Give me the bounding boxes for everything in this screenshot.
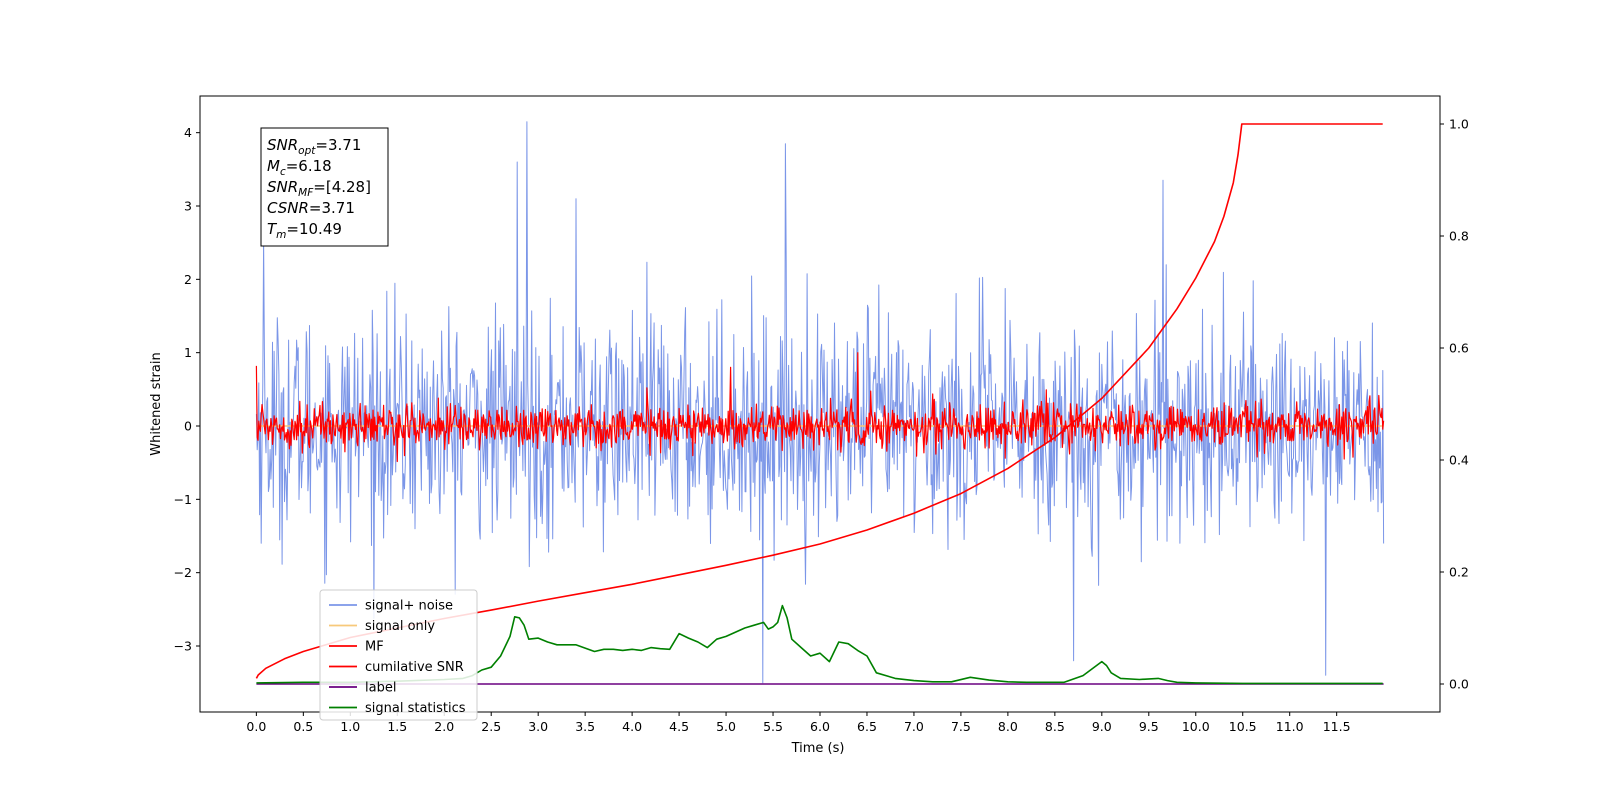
series-line-mf <box>255 352 1385 463</box>
x-axis: 0.0 0.5 1.0 1.5 2.0 2.5 3.0 3.5 4.0 4.5 5.0 5.5 6.0 6… <box>246 712 1351 734</box>
y2-tick-label: 0.8 <box>1449 229 1469 244</box>
y-tick-label: 2 <box>184 272 192 287</box>
y-axis-label: Whitened strain <box>149 352 164 455</box>
y2-tick-label: 0.6 <box>1449 341 1469 356</box>
y-tick-label: 1 <box>184 345 192 360</box>
y2-tick-label: 0.0 <box>1449 677 1469 692</box>
legend-label: signal+ noise <box>365 599 453 614</box>
x-tick-label: 3.0 <box>528 719 548 734</box>
x-tick-label: 0.5 <box>293 719 313 734</box>
x-tick-label: 7.0 <box>904 719 924 734</box>
y-tick-label: −1 <box>174 492 192 507</box>
y2-tick-label: 1.0 <box>1449 117 1469 132</box>
x-tick-label: 7.5 <box>951 719 971 734</box>
x-tick-label: 2.0 <box>434 719 454 734</box>
x-tick-label: 10.0 <box>1182 719 1210 734</box>
x-tick-label: 9.0 <box>1092 719 1112 734</box>
legend-label: signal only <box>365 619 435 634</box>
y-tick-label: −3 <box>174 639 192 654</box>
y2-tick-label: 0.4 <box>1449 453 1469 468</box>
x-tick-label: 9.5 <box>1139 719 1159 734</box>
x-tick-label: 1.0 <box>340 719 360 734</box>
y2-tick-label: 0.2 <box>1449 565 1469 580</box>
y-axis-left: −3 −2 −1 0 1 2 3 4 <box>174 125 200 654</box>
x-axis-label: Time (s) <box>791 741 845 756</box>
x-tick-label: 4.0 <box>622 719 642 734</box>
stats-line: Mc=6.18 <box>267 157 332 178</box>
x-tick-label: 5.5 <box>763 719 783 734</box>
x-tick-label: 3.5 <box>575 719 595 734</box>
x-tick-label: 6.5 <box>857 719 877 734</box>
y-tick-label: −2 <box>174 565 192 580</box>
x-tick-label: 10.5 <box>1229 719 1257 734</box>
x-tick-label: 8.5 <box>1045 719 1065 734</box>
x-tick-label: 11.5 <box>1323 719 1351 734</box>
x-tick-label: 2.5 <box>481 719 501 734</box>
legend-label: cumilative SNR <box>365 660 464 675</box>
x-tick-label: 11.0 <box>1276 719 1304 734</box>
stats-line: CSNR=3.71 <box>267 199 355 217</box>
legend-label: signal statistics <box>365 701 466 716</box>
stats-box-frame <box>260 127 389 247</box>
x-tick-label: 8.0 <box>998 719 1018 734</box>
x-tick-label: 6.0 <box>810 719 830 734</box>
x-tick-label: 5.0 <box>716 719 736 734</box>
x-tick-label: 4.5 <box>669 719 689 734</box>
legend-frame <box>319 589 478 721</box>
y-axis-right: 0.0 0.2 0.4 0.6 0.8 1.0 <box>1440 117 1469 692</box>
y-tick-label: 4 <box>184 125 192 140</box>
x-tick-label: 0.0 <box>246 719 266 734</box>
legend: signal+ noise signal only MF cumilative SNR… <box>319 589 478 721</box>
stats-line: SNRopt=3.71 <box>267 136 361 157</box>
legend-label: MF <box>365 640 384 655</box>
y-tick-label: 3 <box>184 199 192 214</box>
legend-label: label <box>365 681 396 696</box>
series-line-signal-noise <box>255 121 1385 684</box>
series-line-signal-statistics <box>256 604 1383 685</box>
stats-line: Tm=10.49 <box>267 220 342 241</box>
y-tick-label: 0 <box>184 419 192 434</box>
x-tick-label: 1.5 <box>387 719 407 734</box>
stats-line: SNRMF=[4.28] <box>267 178 371 199</box>
